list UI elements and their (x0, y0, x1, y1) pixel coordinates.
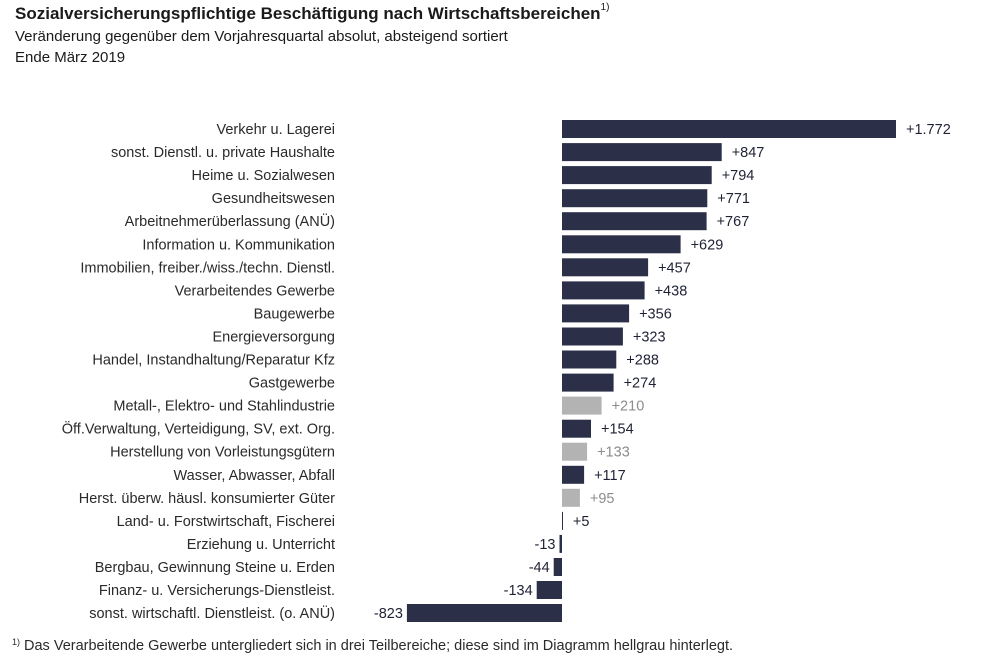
value-label: -134 (504, 583, 533, 599)
category-label: Arbeitnehmerüberlassung (ANÜ) (125, 212, 335, 230)
bar (562, 143, 722, 162)
category-label: Öff.Verwaltung, Verteidigung, SV, ext. O… (62, 420, 335, 438)
bar (562, 465, 585, 484)
category-label: sonst. wirtschaftl. Dienstleist. (o. ANÜ… (89, 604, 335, 622)
bar (562, 511, 563, 530)
value-label: +794 (722, 168, 755, 184)
category-label: Wasser, Abwasser, Abfall (174, 468, 335, 484)
category-label: Information u. Kommunikation (142, 237, 335, 253)
footnote-marker: 1) (12, 637, 21, 647)
value-label: +95 (590, 491, 615, 507)
value-label: +629 (691, 237, 724, 253)
category-label: Bergbau, Gewinnung Steine u. Erden (95, 560, 335, 576)
category-label: Herst. überw. häusl. konsumierter Güter (79, 491, 335, 507)
value-label: +274 (624, 376, 657, 392)
title-footnote-marker: 1) (600, 2, 610, 13)
bar (553, 558, 562, 576)
bar (406, 604, 562, 622)
category-label: sonst. Dienstl. u. private Haushalte (111, 145, 335, 161)
bar (536, 581, 562, 599)
value-label: +117 (594, 468, 626, 484)
category-label: Erziehung u. Unterricht (187, 537, 335, 553)
bar (562, 327, 623, 346)
bar (562, 258, 649, 277)
category-label: Herstellung von Vorleistungsgütern (110, 445, 335, 461)
category-label: Energieversorgung (212, 330, 335, 346)
footnote-text: Das Verarbeitende Gewerbe untergliedert … (24, 638, 734, 654)
value-label: +1.772 (906, 122, 951, 138)
bar (562, 419, 591, 438)
value-label: +288 (626, 353, 659, 369)
category-label: Gastgewerbe (249, 376, 335, 392)
bar (562, 189, 708, 208)
category-label: Land- u. Forstwirtschaft, Fischerei (117, 514, 335, 530)
value-label: +771 (717, 191, 750, 207)
category-label: Verkehr u. Lagerei (217, 122, 336, 138)
category-label: Baugewerbe (254, 306, 335, 322)
category-label: Handel, Instandhaltung/Reparatur Kfz (92, 353, 335, 369)
chart-title: Sozialversicherungspflichtige Beschäftig… (15, 2, 610, 24)
bar (559, 534, 562, 553)
bar (562, 212, 707, 231)
chart-title-text: Sozialversicherungspflichtige Beschäftig… (15, 4, 601, 23)
value-label: +133 (597, 445, 630, 461)
category-label: Metall-, Elektro- und Stahlindustrie (113, 399, 335, 415)
value-label: +5 (573, 514, 590, 530)
value-label: +154 (601, 422, 634, 438)
bar (562, 396, 602, 415)
value-label: +356 (639, 306, 672, 322)
category-labels-group: Verkehr u. Lagerei sonst. Dienstl. u. pri… (62, 122, 335, 622)
bar (562, 304, 630, 323)
category-label: Finanz- u. Versicherungs-Dienstleist. (99, 583, 335, 599)
value-labels-group: +1.772 +847 +794 +771 +767 +629+457 +438 +356 +3… (374, 122, 951, 622)
value-label: +323 (633, 330, 666, 346)
category-label: Immobilien, freiber./wiss./techn. Dienst… (80, 260, 335, 276)
bar (562, 373, 614, 392)
chart-date: Ende März 2019 (15, 49, 126, 66)
chart-subtitle: Veränderung gegenüber dem Vorjahresquart… (15, 28, 508, 45)
footnote: 1) Das Verarbeitende Gewerbe unterglieder… (12, 637, 734, 654)
value-label: +767 (717, 214, 750, 230)
bars-group (406, 120, 896, 622)
bar (562, 235, 681, 254)
category-label: Gesundheitswesen (212, 191, 335, 207)
bar (562, 281, 645, 300)
bar (562, 442, 588, 461)
value-label: +847 (732, 145, 765, 161)
category-label: Heime u. Sozialwesen (192, 168, 335, 184)
bar (562, 120, 896, 138)
bar (562, 350, 617, 369)
value-label: +210 (612, 399, 645, 415)
value-label: -44 (529, 560, 550, 576)
value-label: -13 (535, 537, 556, 553)
category-label: Verarbeitendes Gewerbe (175, 283, 335, 299)
bar (562, 488, 580, 507)
value-label: +457 (658, 260, 691, 276)
value-label: -823 (374, 606, 403, 622)
bar (562, 166, 712, 185)
value-label: +438 (655, 283, 688, 299)
